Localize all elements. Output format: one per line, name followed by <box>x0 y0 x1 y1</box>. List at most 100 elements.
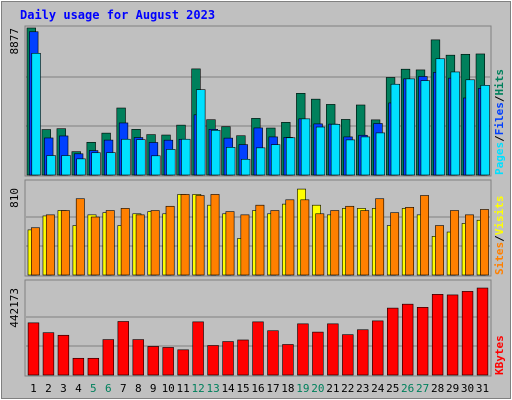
bar-sites-day-8 <box>135 214 145 276</box>
bar-pages-day-11 <box>181 138 191 176</box>
bar-sites-day-11 <box>180 194 190 276</box>
x-tick-label: 10 <box>162 382 175 395</box>
bar-sites-day-28 <box>435 225 444 276</box>
x-tick-label: 22 <box>341 382 354 395</box>
bar-sites-day-17 <box>270 210 280 276</box>
bar-pages-day-28 <box>435 58 445 176</box>
bar-sites-day-18 <box>285 199 295 276</box>
bar-pages-day-10 <box>166 149 176 176</box>
bar-kbytes-day-22 <box>342 334 354 376</box>
bar-sites-day-5 <box>90 216 100 276</box>
x-tick-label: 11 <box>177 382 190 395</box>
bar-sites-day-9 <box>150 210 160 276</box>
bar-pages-day-31 <box>480 85 490 176</box>
bar-pages-day-9 <box>151 155 161 176</box>
bar-sites-day-12 <box>195 195 205 276</box>
legend-entry: Sites <box>493 242 506 275</box>
x-tick-label: 31 <box>476 382 489 395</box>
legend-entry: KBytes <box>493 335 506 375</box>
bar-kbytes-day-4 <box>72 357 85 376</box>
bar-pages-day-25 <box>390 83 400 176</box>
y-max-label: 810 <box>8 188 21 208</box>
bar-kbytes-day-27 <box>416 307 429 376</box>
bar-pages-day-24 <box>375 132 386 176</box>
x-tick-label: 16 <box>251 382 264 395</box>
bar-kbytes-day-14 <box>222 341 234 376</box>
bar-pages-day-26 <box>405 78 415 176</box>
bar-pages-day-16 <box>256 147 266 176</box>
bar-sites-day-25 <box>390 212 400 276</box>
bar-kbytes-day-21 <box>327 323 339 376</box>
bar-kbytes-day-16 <box>252 321 264 376</box>
legend-sites_visits: Sites/Visits <box>493 196 506 276</box>
bar-kbytes-day-12 <box>192 321 204 376</box>
legend-entry: Files <box>493 102 506 135</box>
x-tick-label: 17 <box>266 382 279 395</box>
bar-pages-day-20 <box>315 126 326 176</box>
bar-kbytes-day-9 <box>147 346 159 376</box>
bar-kbytes-day-13 <box>207 345 219 376</box>
bar-kbytes-day-18 <box>282 344 294 376</box>
bar-sites-day-19 <box>300 199 310 276</box>
bar-pages-day-30 <box>465 79 475 176</box>
x-tick-label: 4 <box>75 382 82 395</box>
bar-sites-day-29 <box>450 210 459 276</box>
x-tick-label: 14 <box>221 382 235 395</box>
bar-kbytes-day-19 <box>297 323 309 376</box>
legend-entry: Hits <box>493 69 506 96</box>
bar-pages-day-8 <box>136 139 146 176</box>
bar-sites-day-14 <box>225 211 235 276</box>
bar-sites-day-6 <box>105 210 115 276</box>
legend-kbytes: KBytes <box>493 335 506 375</box>
x-tick-label: 29 <box>446 382 459 395</box>
bar-pages-day-29 <box>450 71 460 176</box>
x-tick-label: 13 <box>206 382 219 395</box>
x-tick-label: 26 <box>401 382 414 395</box>
bar-kbytes-day-6 <box>102 339 115 376</box>
bar-pages-day-23 <box>360 136 371 176</box>
x-tick-label: 8 <box>135 382 142 395</box>
bar-sites-day-4 <box>75 198 85 276</box>
x-tick-label: 28 <box>431 382 444 395</box>
bar-sites-day-31 <box>480 209 489 276</box>
bar-sites-day-23 <box>360 210 370 276</box>
bar-sites-day-16 <box>255 204 265 276</box>
chart-title: Daily usage for August 2023 <box>20 8 215 22</box>
bar-pages-day-21 <box>330 124 341 176</box>
x-tick-label: 3 <box>60 382 67 395</box>
x-tick-label: 30 <box>461 382 474 395</box>
bar-sites-day-24 <box>375 198 385 276</box>
bar-pages-day-13 <box>211 129 221 176</box>
bar-marks <box>26 27 490 376</box>
bar-sites-day-7 <box>120 208 130 276</box>
bar-kbytes-day-11 <box>177 349 189 376</box>
bar-kbytes-day-29 <box>446 294 459 376</box>
bar-pages-day-18 <box>285 137 296 176</box>
x-tick-label: 27 <box>416 382 429 395</box>
legend-entry: / <box>493 95 506 102</box>
bar-sites-day-26 <box>405 207 415 276</box>
bar-sites-day-21 <box>330 210 340 276</box>
bar-kbytes-day-10 <box>162 347 174 376</box>
bar-sites-day-10 <box>165 205 175 276</box>
bar-kbytes-day-20 <box>312 331 324 376</box>
bar-sites-day-20 <box>315 213 325 276</box>
bar-kbytes-day-31 <box>476 287 489 376</box>
bar-kbytes-day-17 <box>267 330 279 376</box>
legend-entry: Visits <box>493 196 506 236</box>
x-tick-label: 25 <box>386 382 399 395</box>
bar-kbytes-day-25 <box>387 307 399 376</box>
bar-sites-day-2 <box>45 214 55 276</box>
x-tick-label: 19 <box>296 382 309 395</box>
legend-entry: / <box>493 135 506 142</box>
bar-sites-day-27 <box>420 195 429 276</box>
x-tick-label: 7 <box>120 382 127 395</box>
bar-kbytes-day-5 <box>87 357 100 376</box>
x-tick-label: 1 <box>30 382 37 395</box>
bar-kbytes-day-7 <box>117 321 129 376</box>
bar-pages-day-5 <box>91 152 101 176</box>
bar-kbytes-day-23 <box>357 329 369 376</box>
bar-kbytes-day-26 <box>401 303 414 376</box>
bar-sites-day-15 <box>240 214 250 276</box>
